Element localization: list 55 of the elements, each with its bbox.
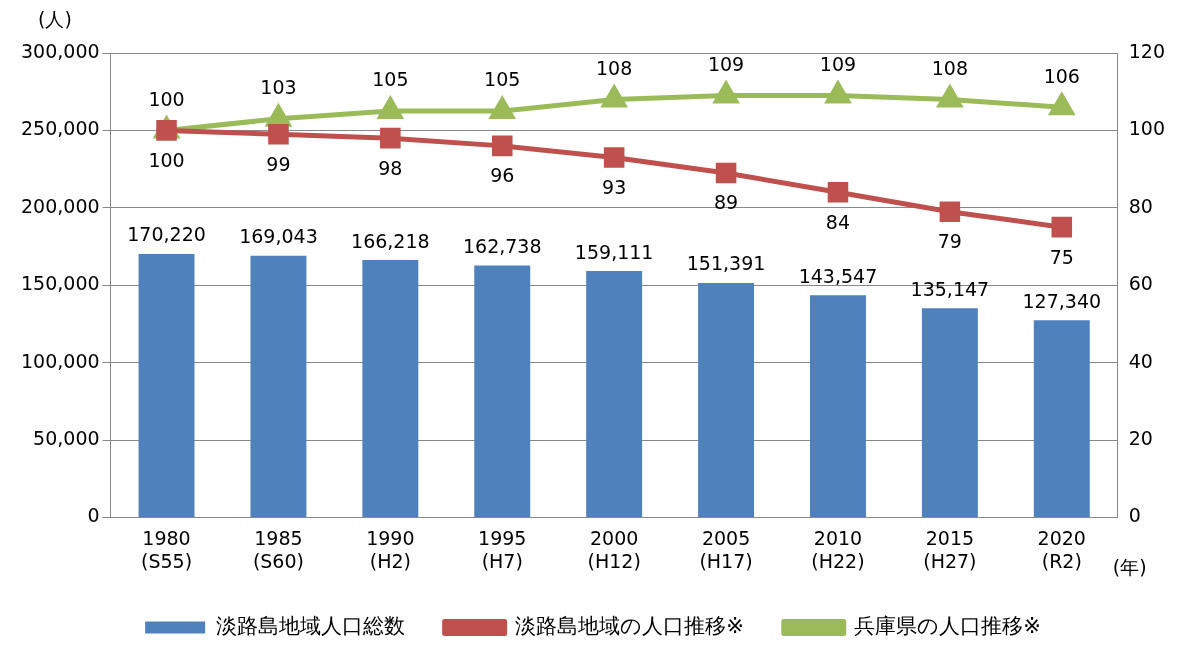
data-label: 106 [1043,64,1080,87]
data-label: 169,043 [239,225,318,248]
data-label: 108 [931,56,969,79]
x-axis-title: (年) [1112,556,1147,579]
data-label: 109 [819,53,857,76]
data-label: 127,340 [1022,289,1102,312]
data-label: 105 [372,68,409,91]
x-tick-label: 2000 (H12) [587,526,641,572]
y2-tick-label: 60 [1128,272,1153,295]
y2-tick-label: 100 [1128,117,1165,140]
y-tick-label: 100,000 [20,349,100,372]
y-tick-label: 250,000 [20,117,100,140]
y-tick-label: 300,000 [20,39,100,62]
data-label: 99 [266,152,291,175]
data-label: 151,391 [686,252,766,275]
data-label: 162,738 [462,234,542,257]
x-tick-label: 1995 (H7) [478,526,527,572]
data-label: 135,147 [910,277,990,300]
x-tick-label: 2020 (R2) [1037,526,1086,572]
data-label: 96 [490,164,515,187]
data-label: 84 [825,210,851,233]
data-label: 89 [713,191,739,214]
legend-label: 淡路島地域人口総数 [215,613,405,638]
data-label: 109 [707,53,745,76]
data-label: 108 [596,56,633,79]
y-tick-label: 50,000 [33,426,100,449]
data-label: 100 [148,87,185,110]
y-tick-label: 150,000 [20,272,100,295]
data-label: 79 [937,230,962,253]
x-tick-label: 2010 (H22) [811,526,865,572]
data-label: 159,111 [574,240,654,263]
data-label: 166,218 [351,229,430,252]
data-label: 75 [1049,245,1074,268]
y2-tick-label: 0 [1128,504,1141,527]
x-tick-label: 1980 (S55) [140,526,193,572]
y-axis-title: (人) [38,8,72,31]
legend-label: 兵庫県の人口推移※ [854,613,1041,638]
y-tick-label: 200,000 [20,194,100,217]
data-label: 103 [260,76,297,99]
y2-tick-label: 80 [1128,194,1153,217]
data-label: 170,220 [127,223,206,246]
x-tick-label: 1990 (H2) [366,526,415,572]
x-tick-label: 1985 (S60) [252,526,304,572]
data-label: 98 [378,156,403,179]
data-label: 143,547 [798,264,878,287]
data-label: 100 [148,148,185,171]
x-tick-label: 2015 (H27) [923,526,977,572]
y2-tick-label: 120 [1128,39,1165,62]
legend-label: 淡路島地域の人口推移※ [515,613,744,638]
x-tick-label: 2005 (H17) [699,526,753,572]
y2-tick-label: 40 [1128,349,1153,372]
y-tick-label: 0 [87,504,100,527]
data-label: 105 [484,68,521,91]
data-label: 93 [602,175,627,198]
y2-tick-label: 20 [1128,426,1153,449]
